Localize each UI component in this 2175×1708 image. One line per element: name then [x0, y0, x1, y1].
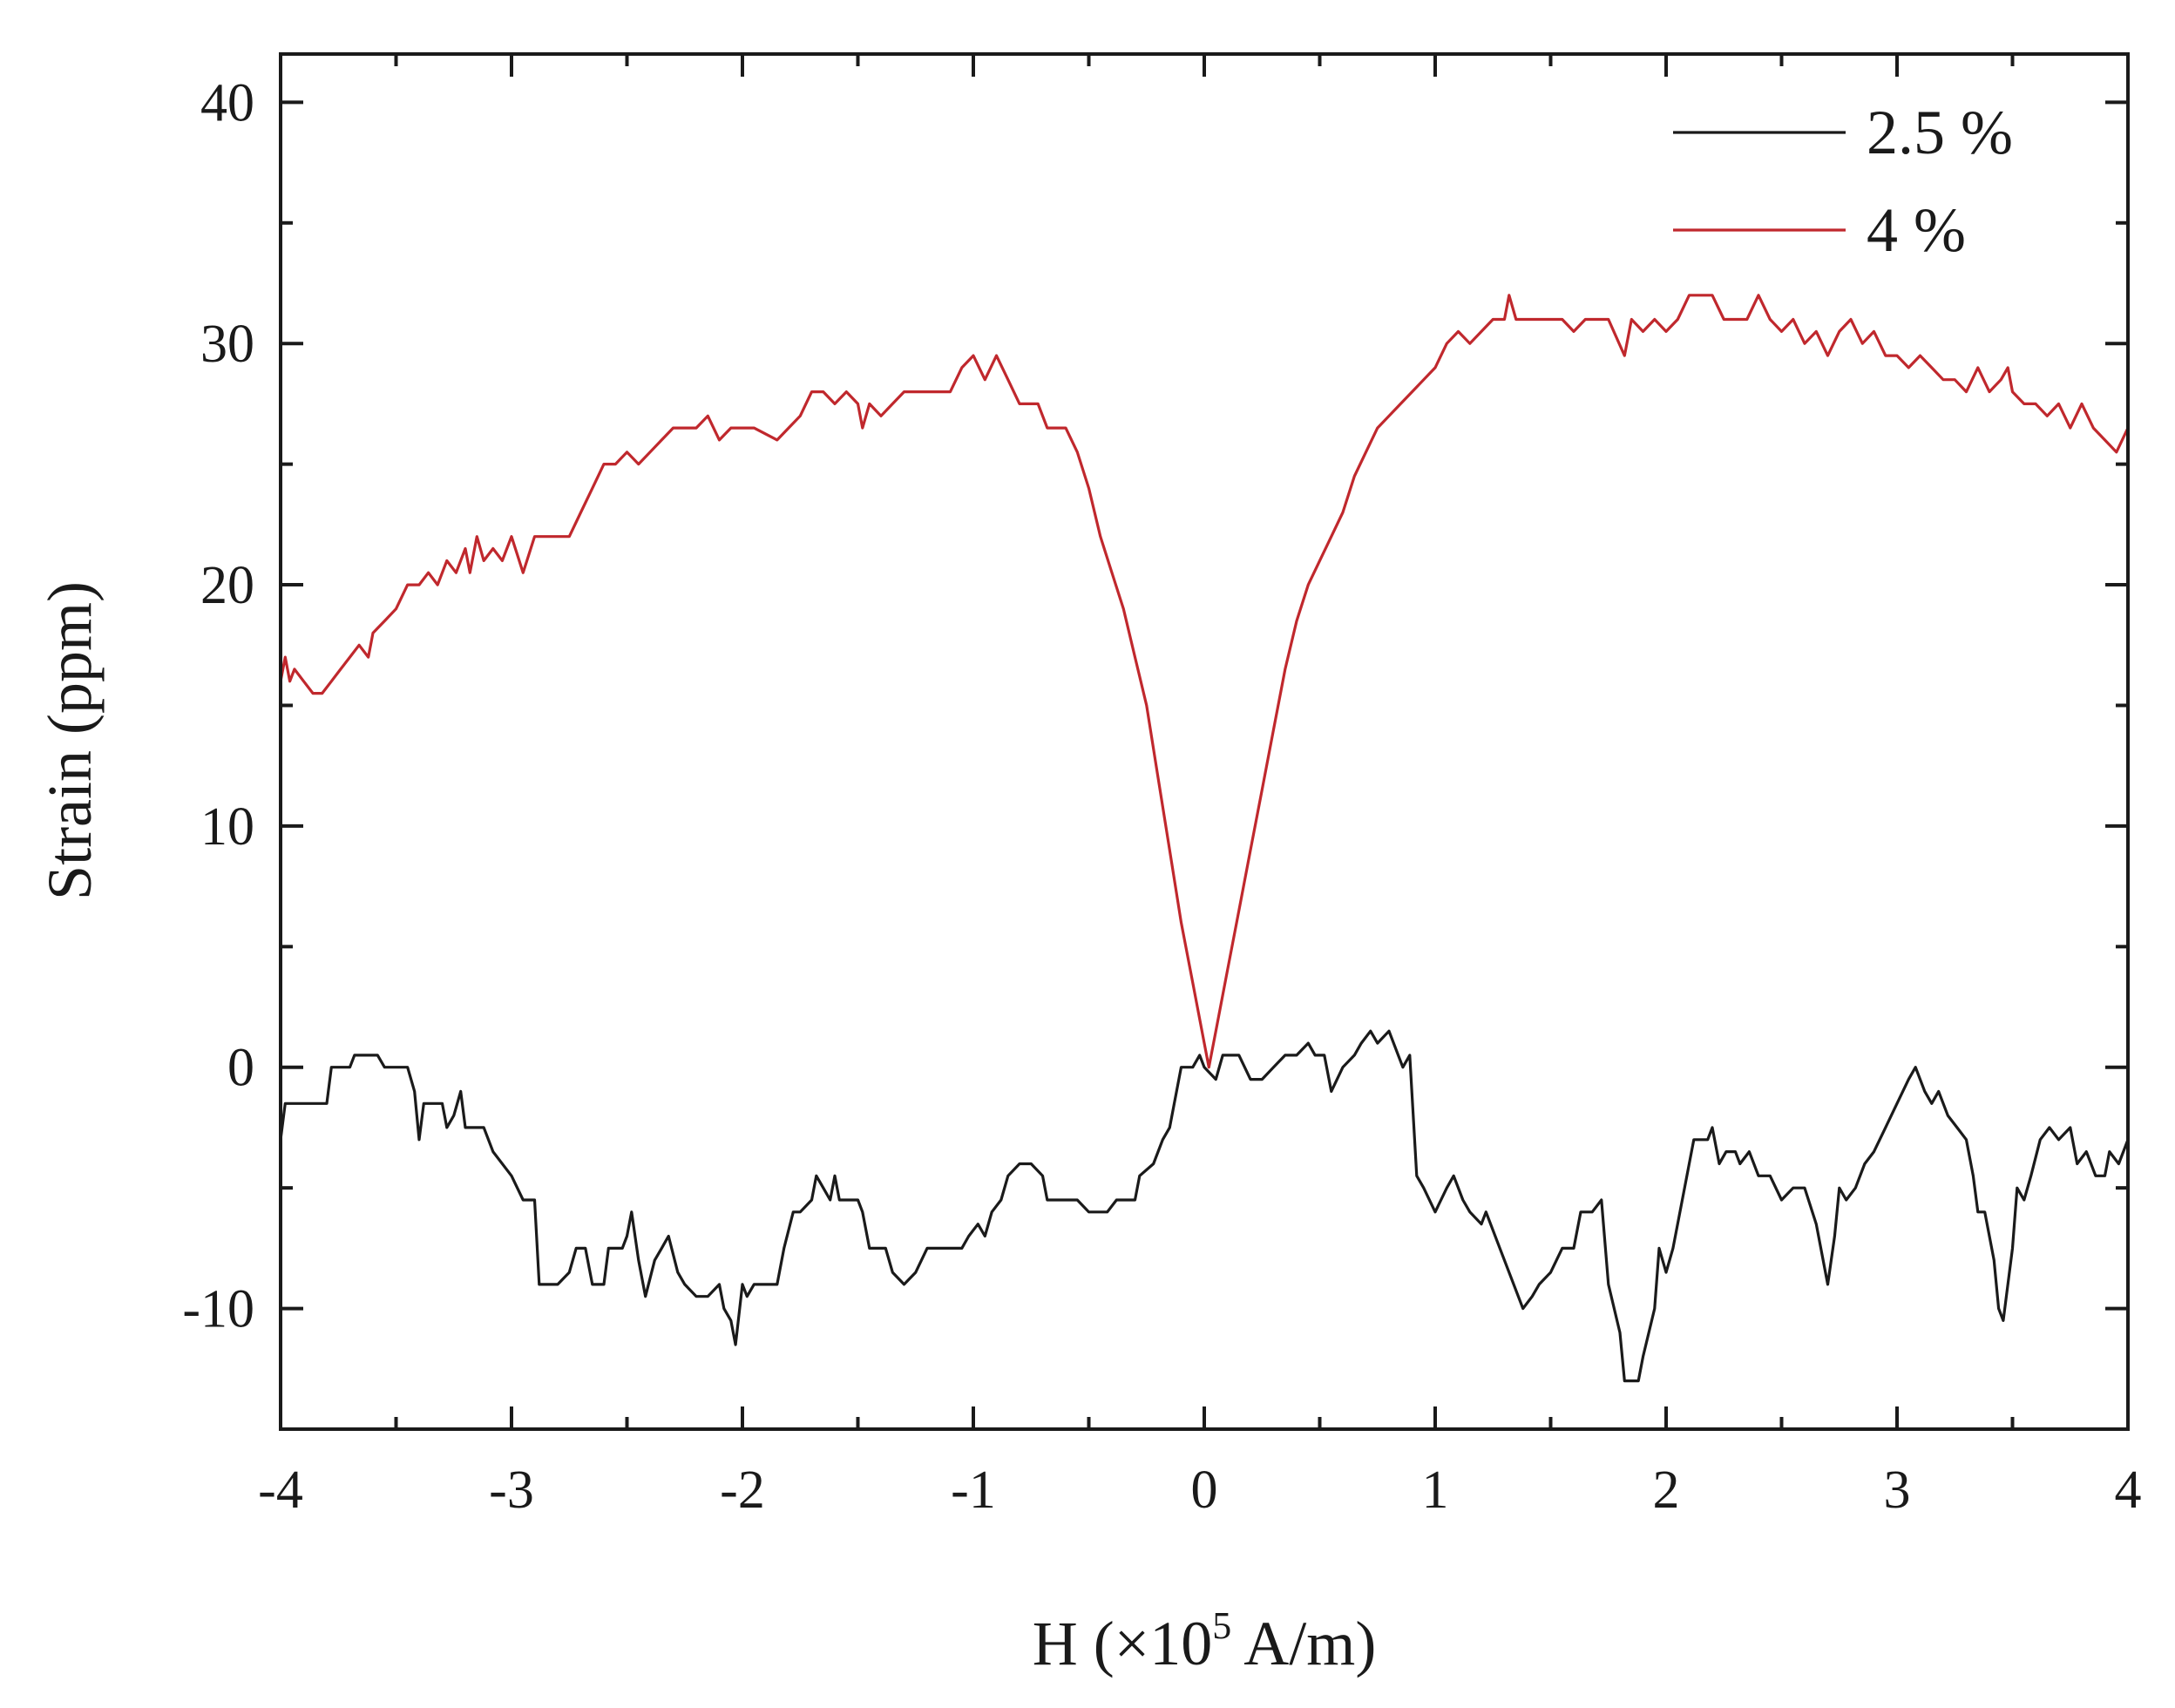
- plot-frame: [279, 52, 2130, 1431]
- series-line-2-5-percent: [279, 1029, 2130, 1383]
- series-line-4-percent: [279, 294, 2130, 1069]
- series-layer: [279, 294, 2130, 1383]
- y-axis-title: Strain (ppm): [35, 581, 105, 900]
- x-tick-label: -2: [720, 1461, 765, 1520]
- y-tick-label: 40: [200, 73, 254, 132]
- x-tick-label: -4: [258, 1461, 303, 1520]
- x-tick-label: -3: [489, 1461, 534, 1520]
- legend: 2.5 % 4 %: [1673, 98, 2013, 265]
- x-axis-title: H (×105 A/m): [1033, 1604, 1377, 1678]
- y-tick-label: 10: [200, 797, 254, 857]
- x-tick-label: 3: [1884, 1461, 1911, 1520]
- tick-layer: [279, 54, 2130, 1431]
- y-tick-label: 30: [200, 315, 254, 374]
- y-tick-label: 20: [200, 556, 254, 615]
- legend-label-4-percent: 4 %: [1867, 195, 1966, 265]
- y-tick-label: 0: [227, 1039, 254, 1098]
- x-tick-label: 0: [1191, 1461, 1218, 1520]
- legend-label-2-5-percent: 2.5 %: [1867, 98, 2013, 167]
- y-tick-label: -10: [182, 1280, 254, 1339]
- x-tick-label: 4: [2115, 1461, 2142, 1520]
- x-tick-label: -1: [951, 1461, 996, 1520]
- x-tick-label: 2: [1653, 1461, 1680, 1520]
- x-tick-label: 1: [1422, 1461, 1449, 1520]
